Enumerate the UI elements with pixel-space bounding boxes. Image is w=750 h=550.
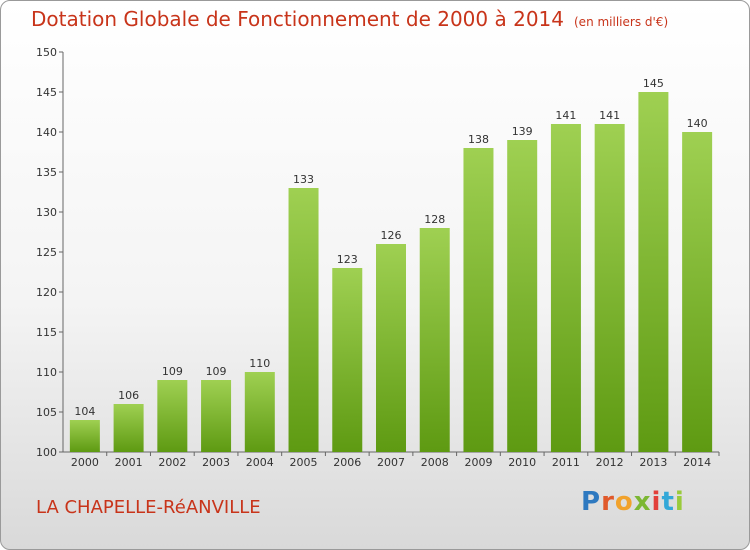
data-label-2009: 138 <box>468 133 489 146</box>
bars <box>69 92 713 452</box>
logo-letter: x <box>633 487 652 517</box>
y-axis: 100 105 110 115 120 125 130 135 140 145 150 <box>36 46 64 459</box>
x-tick-label: 2002 <box>158 456 186 469</box>
logo-letter: i <box>674 487 685 517</box>
data-labels: 104 106 109 109 110 133 123 126 128 138 139 141 141 1… <box>74 77 707 418</box>
y-tick-label: 150 <box>36 46 57 59</box>
data-label-2014: 140 <box>687 117 708 130</box>
x-tick-label: 2007 <box>377 456 405 469</box>
data-label-2005: 133 <box>293 173 314 186</box>
y-tick-label: 140 <box>36 126 57 139</box>
x-tick-label: 2011 <box>552 456 580 469</box>
bar-2008 <box>419 228 450 452</box>
bar-2006 <box>332 268 363 452</box>
chart-subtitle: (en milliers d'€) <box>574 15 669 29</box>
data-label-2013: 145 <box>643 77 664 90</box>
chart-title-text: Dotation Globale de Fonctionnement de 20… <box>31 7 564 31</box>
data-label-2004: 110 <box>249 357 270 370</box>
logo-letter: i <box>651 487 662 517</box>
data-label-2000: 104 <box>74 405 95 418</box>
x-tick-label: 2010 <box>508 456 536 469</box>
logo-letter: P <box>581 487 602 517</box>
y-tick-label: 130 <box>36 206 57 219</box>
y-tick-label: 115 <box>36 326 57 339</box>
bar-2011 <box>550 124 581 452</box>
bar-2009 <box>463 148 494 452</box>
data-label-2002: 109 <box>162 365 183 378</box>
x-tick-label: 2014 <box>683 456 711 469</box>
x-tick-label: 2000 <box>71 456 99 469</box>
bar-2000 <box>69 420 100 452</box>
y-tick-label: 125 <box>36 246 57 259</box>
bar-2001 <box>113 404 144 452</box>
x-tick-label: 2009 <box>464 456 492 469</box>
location-label: LA CHAPELLE-RéANVILLE <box>36 497 261 518</box>
data-label-2001: 106 <box>118 389 139 402</box>
x-tick-label: 2012 <box>596 456 624 469</box>
data-label-2003: 109 <box>206 365 227 378</box>
y-tick-label: 145 <box>36 86 57 99</box>
logo-letter: r <box>601 487 615 517</box>
bar-2007 <box>376 244 406 452</box>
x-tick-label: 2008 <box>421 456 449 469</box>
bar-2010 <box>507 140 538 452</box>
y-tick-label: 105 <box>36 406 57 419</box>
proxiti-logo: Proxiti <box>581 487 685 517</box>
logo-letter: t <box>661 487 675 517</box>
data-label-2008: 128 <box>424 213 445 226</box>
y-tick-label: 110 <box>36 366 57 379</box>
x-tick-label: 2013 <box>639 456 667 469</box>
bar-2014 <box>682 132 713 452</box>
x-tick-label: 2003 <box>202 456 230 469</box>
y-tick-label: 135 <box>36 166 57 179</box>
data-label-2007: 126 <box>381 229 402 242</box>
bar-2012 <box>594 124 625 452</box>
bar-2003 <box>201 380 232 452</box>
x-tick-label: 2004 <box>246 456 274 469</box>
y-tick-label: 120 <box>36 286 57 299</box>
data-label-2011: 141 <box>555 109 576 122</box>
data-label-2012: 141 <box>599 109 620 122</box>
bar-2013 <box>638 92 669 452</box>
y-tick-label: 100 <box>36 446 57 459</box>
x-tick-label: 2006 <box>333 456 361 469</box>
bar-2002 <box>157 380 188 452</box>
chart-title: Dotation Globale de Fonctionnement de 20… <box>31 7 668 31</box>
x-tick-label: 2001 <box>115 456 143 469</box>
x-tick-label: 2005 <box>290 456 318 469</box>
data-label-2006: 123 <box>337 253 358 266</box>
x-axis: 2000 2001 2002 2003 2004 2005 2006 2007 2008 2009… <box>63 451 720 469</box>
data-label-2010: 139 <box>512 125 533 138</box>
bar-2004 <box>244 372 275 452</box>
bar-2005 <box>288 188 319 452</box>
logo-letter: o <box>614 487 634 517</box>
